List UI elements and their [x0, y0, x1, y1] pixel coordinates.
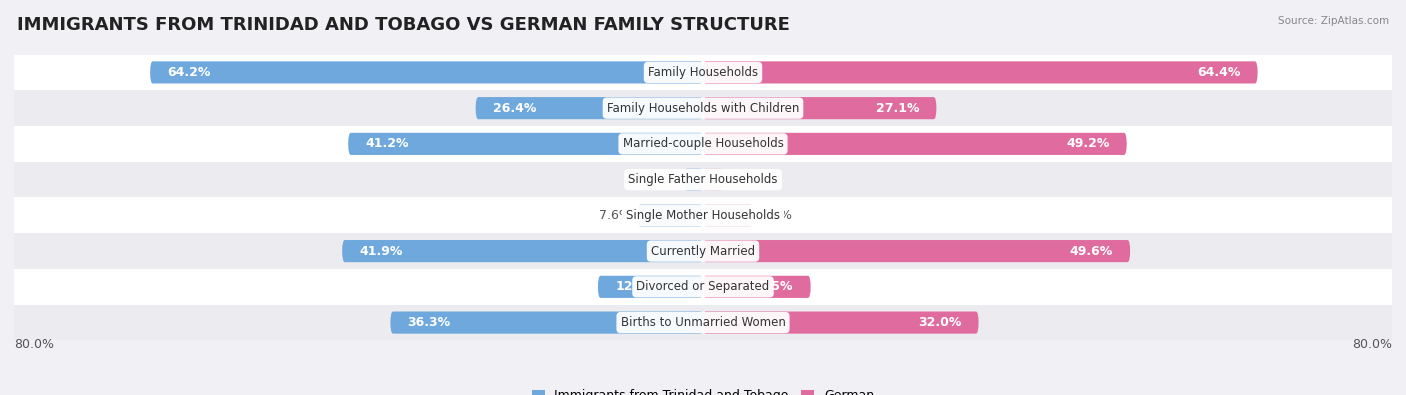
FancyBboxPatch shape — [14, 233, 1392, 269]
Text: 12.5%: 12.5% — [749, 280, 793, 293]
Text: 7.6%: 7.6% — [599, 209, 631, 222]
Text: 12.2%: 12.2% — [616, 280, 658, 293]
FancyBboxPatch shape — [342, 240, 703, 262]
Text: 41.9%: 41.9% — [360, 245, 402, 258]
Text: IMMIGRANTS FROM TRINIDAD AND TOBAGO VS GERMAN FAMILY STRUCTURE: IMMIGRANTS FROM TRINIDAD AND TOBAGO VS G… — [17, 16, 790, 34]
FancyBboxPatch shape — [637, 204, 703, 226]
Text: 2.2%: 2.2% — [645, 173, 678, 186]
Text: Married-couple Households: Married-couple Households — [623, 137, 783, 150]
FancyBboxPatch shape — [14, 162, 1392, 198]
FancyBboxPatch shape — [14, 305, 1392, 340]
Text: 5.8%: 5.8% — [759, 209, 792, 222]
Text: 80.0%: 80.0% — [1353, 338, 1392, 351]
Text: Births to Unmarried Women: Births to Unmarried Women — [620, 316, 786, 329]
Text: 41.2%: 41.2% — [366, 137, 409, 150]
Text: 49.2%: 49.2% — [1066, 137, 1109, 150]
Text: Source: ZipAtlas.com: Source: ZipAtlas.com — [1278, 16, 1389, 26]
Text: 64.2%: 64.2% — [167, 66, 211, 79]
Text: 64.4%: 64.4% — [1197, 66, 1240, 79]
FancyBboxPatch shape — [598, 276, 703, 298]
Text: Family Households: Family Households — [648, 66, 758, 79]
FancyBboxPatch shape — [703, 312, 979, 334]
FancyBboxPatch shape — [14, 269, 1392, 305]
Legend: Immigrants from Trinidad and Tobago, German: Immigrants from Trinidad and Tobago, Ger… — [527, 384, 879, 395]
FancyBboxPatch shape — [14, 55, 1392, 90]
Text: 27.1%: 27.1% — [876, 102, 920, 115]
FancyBboxPatch shape — [391, 312, 703, 334]
FancyBboxPatch shape — [14, 90, 1392, 126]
FancyBboxPatch shape — [14, 126, 1392, 162]
FancyBboxPatch shape — [703, 240, 1130, 262]
Text: Currently Married: Currently Married — [651, 245, 755, 258]
FancyBboxPatch shape — [703, 276, 811, 298]
FancyBboxPatch shape — [703, 61, 1257, 83]
FancyBboxPatch shape — [703, 169, 724, 191]
FancyBboxPatch shape — [703, 204, 754, 226]
FancyBboxPatch shape — [685, 169, 703, 191]
Text: 32.0%: 32.0% — [918, 316, 962, 329]
Text: Single Father Households: Single Father Households — [628, 173, 778, 186]
Text: 2.4%: 2.4% — [731, 173, 762, 186]
FancyBboxPatch shape — [349, 133, 703, 155]
Text: Family Households with Children: Family Households with Children — [607, 102, 799, 115]
FancyBboxPatch shape — [475, 97, 703, 119]
FancyBboxPatch shape — [14, 198, 1392, 233]
Text: 49.6%: 49.6% — [1070, 245, 1114, 258]
FancyBboxPatch shape — [703, 133, 1126, 155]
Text: 80.0%: 80.0% — [14, 338, 53, 351]
Text: Divorced or Separated: Divorced or Separated — [637, 280, 769, 293]
Text: Single Mother Households: Single Mother Households — [626, 209, 780, 222]
FancyBboxPatch shape — [150, 61, 703, 83]
FancyBboxPatch shape — [703, 97, 936, 119]
Text: 26.4%: 26.4% — [494, 102, 536, 115]
Text: 36.3%: 36.3% — [408, 316, 451, 329]
